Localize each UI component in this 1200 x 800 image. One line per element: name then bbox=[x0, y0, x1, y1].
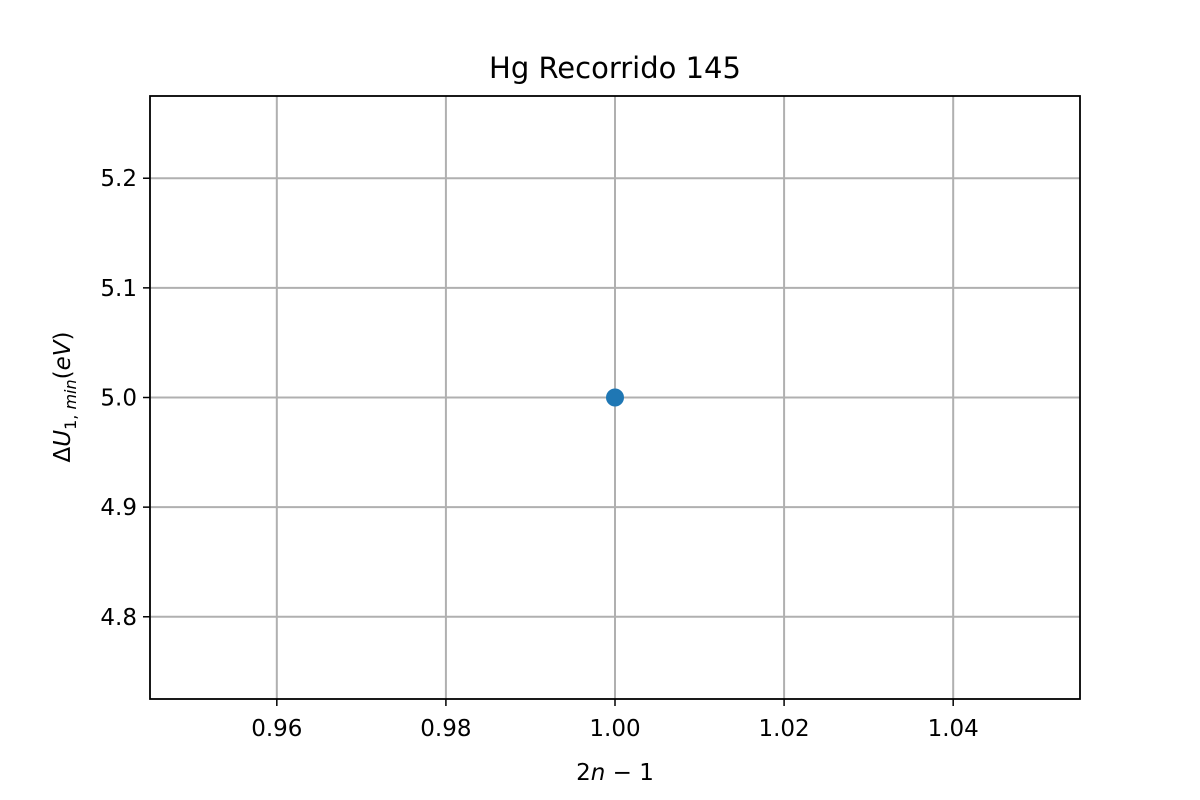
x-tick-label: 1.00 bbox=[589, 716, 640, 742]
y-axis-label-sub: 1, bbox=[61, 410, 80, 430]
x-tick-label: 0.98 bbox=[420, 716, 471, 742]
x-tick-label: 1.04 bbox=[928, 716, 979, 742]
y-axis-label-delta: Δ bbox=[50, 446, 76, 462]
y-tick-label: 4.9 bbox=[100, 495, 137, 521]
chart-title: Hg Recorrido 145 bbox=[489, 51, 741, 85]
y-axis-label: ΔU1, min(eV) bbox=[50, 332, 80, 463]
data-point bbox=[606, 388, 624, 407]
x-axis-label: 2n − 1 bbox=[576, 760, 654, 786]
x-tick-label: 0.96 bbox=[251, 716, 302, 742]
x-axis-label-var: n bbox=[591, 760, 606, 786]
grid bbox=[150, 96, 1080, 699]
x-tick-label: 1.02 bbox=[758, 716, 809, 742]
y-axis-label-open: ( bbox=[50, 370, 76, 379]
y-axis-label-unit: eV bbox=[50, 338, 76, 370]
axis-ticks: 0.96 0.98 1.00 1.02 1.04 4.8 4.9 5.0 5.1 5.2 bbox=[100, 166, 978, 742]
y-tick-label: 5.1 bbox=[100, 276, 137, 302]
y-axis-label-var: U bbox=[50, 430, 76, 447]
y-tick-label: 5.2 bbox=[100, 166, 137, 192]
x-axis-label-num: 2 bbox=[576, 760, 591, 786]
y-tick-label: 5.0 bbox=[100, 386, 137, 412]
plot-frame bbox=[149, 95, 1081, 700]
y-axis-label-sub-it: min bbox=[61, 379, 80, 409]
x-axis-label-rest: − 1 bbox=[605, 760, 654, 786]
y-axis-label-close: ) bbox=[50, 332, 76, 341]
data-points bbox=[606, 388, 624, 407]
y-tick-label: 4.8 bbox=[100, 605, 137, 631]
